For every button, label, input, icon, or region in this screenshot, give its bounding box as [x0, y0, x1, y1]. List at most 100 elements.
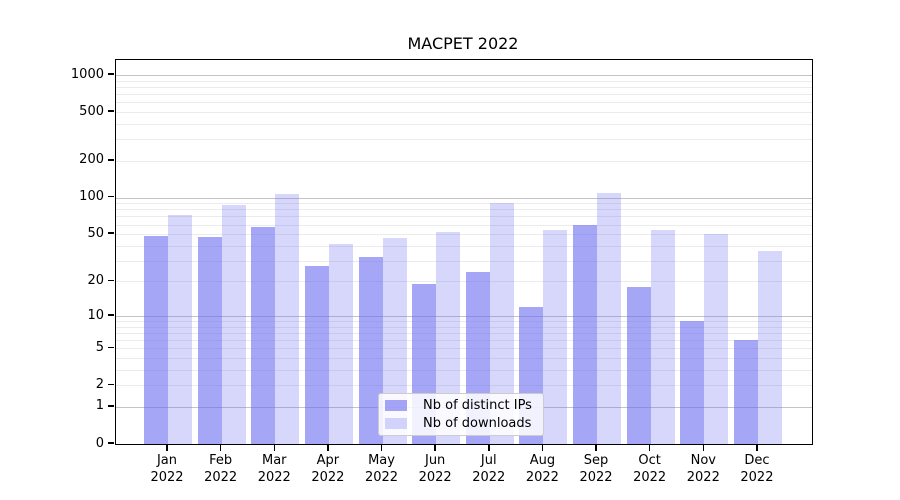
gridline-minor [116, 340, 812, 342]
x-tick-mark [380, 444, 383, 451]
gridline-minor [116, 102, 812, 104]
x-tick-mark [434, 444, 436, 451]
y-tick-mark [108, 383, 114, 386]
gridline-minor [116, 385, 812, 387]
gridline-minor [116, 124, 812, 126]
bar-distinct-ips [573, 224, 598, 444]
y-tick-mark [108, 346, 114, 349]
gridline-minor [116, 281, 812, 283]
gridline-major [116, 75, 812, 77]
y-tick-label: 2 [95, 376, 104, 392]
x-tick-label: Dec 2022 [740, 453, 774, 485]
x-tick-mark [166, 444, 168, 451]
y-tick-label: 200 [79, 152, 104, 168]
plot-area [115, 59, 813, 445]
y-tick-label: 1000 [70, 66, 104, 82]
legend-label-distinct-ips: Nb of distinct IPs [423, 398, 532, 413]
bar-downloads [543, 230, 568, 444]
y-tick-mark [108, 405, 114, 407]
gridline-minor [116, 224, 812, 226]
gridline-major [116, 316, 812, 317]
bar-distinct-ips [304, 266, 329, 444]
gridline-minor [116, 112, 812, 114]
bar-distinct-ips [144, 236, 168, 444]
gridline-minor [116, 216, 812, 218]
x-tick-mark [219, 444, 222, 451]
bar-distinct-ips [626, 286, 651, 444]
bar-downloads [221, 205, 246, 444]
x-tick-mark [488, 444, 490, 451]
gridline-minor [116, 80, 812, 82]
x-tick-label: Aug 2022 [525, 453, 559, 485]
x-tick-mark [702, 444, 705, 451]
x-tick-mark [756, 444, 758, 451]
gridline-minor [116, 260, 812, 262]
x-tick-label: Feb 2022 [204, 453, 238, 485]
x-tick-label: May 2022 [364, 453, 399, 485]
y-tick-mark [108, 195, 114, 198]
gridline-minor [116, 87, 812, 89]
gridline-minor [116, 348, 812, 350]
x-tick-mark [595, 444, 597, 451]
x-tick-label: Mar 2022 [257, 453, 291, 485]
gridline-minor [116, 245, 812, 247]
x-tick-mark [273, 444, 275, 451]
gridline-major [116, 197, 812, 199]
gridline-minor [116, 332, 812, 334]
legend-item-distinct-ips: Nb of distinct IPs [385, 398, 537, 413]
y-tick-mark [108, 279, 114, 282]
x-tick-mark [327, 444, 329, 451]
gridline-minor [116, 209, 812, 211]
gridline-minor [116, 234, 812, 236]
bar-downloads [168, 214, 192, 444]
y-tick-mark [108, 110, 114, 112]
x-tick-mark [541, 444, 544, 451]
y-tick-label: 0 [95, 435, 104, 451]
legend: Nb of distinct IPs Nb of downloads [378, 393, 544, 436]
y-tick-mark [108, 232, 114, 234]
y-tick-label: 20 [87, 272, 104, 288]
bar-downloads [328, 244, 353, 444]
legend-label-downloads: Nb of downloads [423, 416, 532, 431]
bar-distinct-ips [733, 340, 758, 444]
y-tick-label: 500 [79, 103, 104, 119]
gridline-minor [116, 203, 812, 205]
x-tick-label: Jul 2022 [472, 453, 506, 485]
y-tick-label: 1 [95, 398, 104, 414]
bar-distinct-ips [197, 237, 222, 444]
x-tick-label: Jun 2022 [418, 453, 452, 485]
gridline-minor [116, 321, 812, 323]
gridline-minor [116, 139, 812, 141]
gridline-minor [116, 94, 812, 96]
y-tick-label: 100 [79, 189, 104, 205]
y-tick-mark [108, 73, 114, 75]
y-tick-mark [108, 314, 114, 316]
gridline-minor [116, 160, 812, 162]
y-tick-label: 10 [87, 307, 104, 323]
bar-downloads [650, 230, 675, 444]
legend-swatch-downloads [385, 418, 407, 429]
y-tick-label: 50 [87, 225, 104, 241]
y-tick-label: 5 [95, 339, 104, 355]
gridline-minor [116, 326, 812, 328]
bar-downloads [597, 193, 622, 444]
gridline-minor [116, 369, 812, 371]
x-tick-label: Jan 2022 [150, 453, 184, 485]
y-tick-mark [108, 442, 114, 444]
bar-downloads [704, 234, 729, 444]
x-tick-label: Nov 2022 [686, 453, 720, 485]
gridline-minor [116, 358, 812, 360]
x-tick-mark [648, 444, 651, 451]
bar-distinct-ips [680, 321, 705, 444]
x-tick-label: Oct 2022 [633, 453, 667, 485]
legend-swatch-distinct-ips [385, 400, 407, 411]
x-tick-label: Sep 2022 [579, 453, 613, 485]
legend-item-downloads: Nb of downloads [385, 416, 537, 431]
bar-distinct-ips [251, 227, 276, 444]
y-tick-mark [108, 159, 114, 161]
bar-downloads [757, 251, 782, 444]
chart-title: MACPET 2022 [407, 34, 519, 53]
x-tick-label: Apr 2022 [311, 453, 345, 485]
bar-downloads [275, 194, 300, 444]
